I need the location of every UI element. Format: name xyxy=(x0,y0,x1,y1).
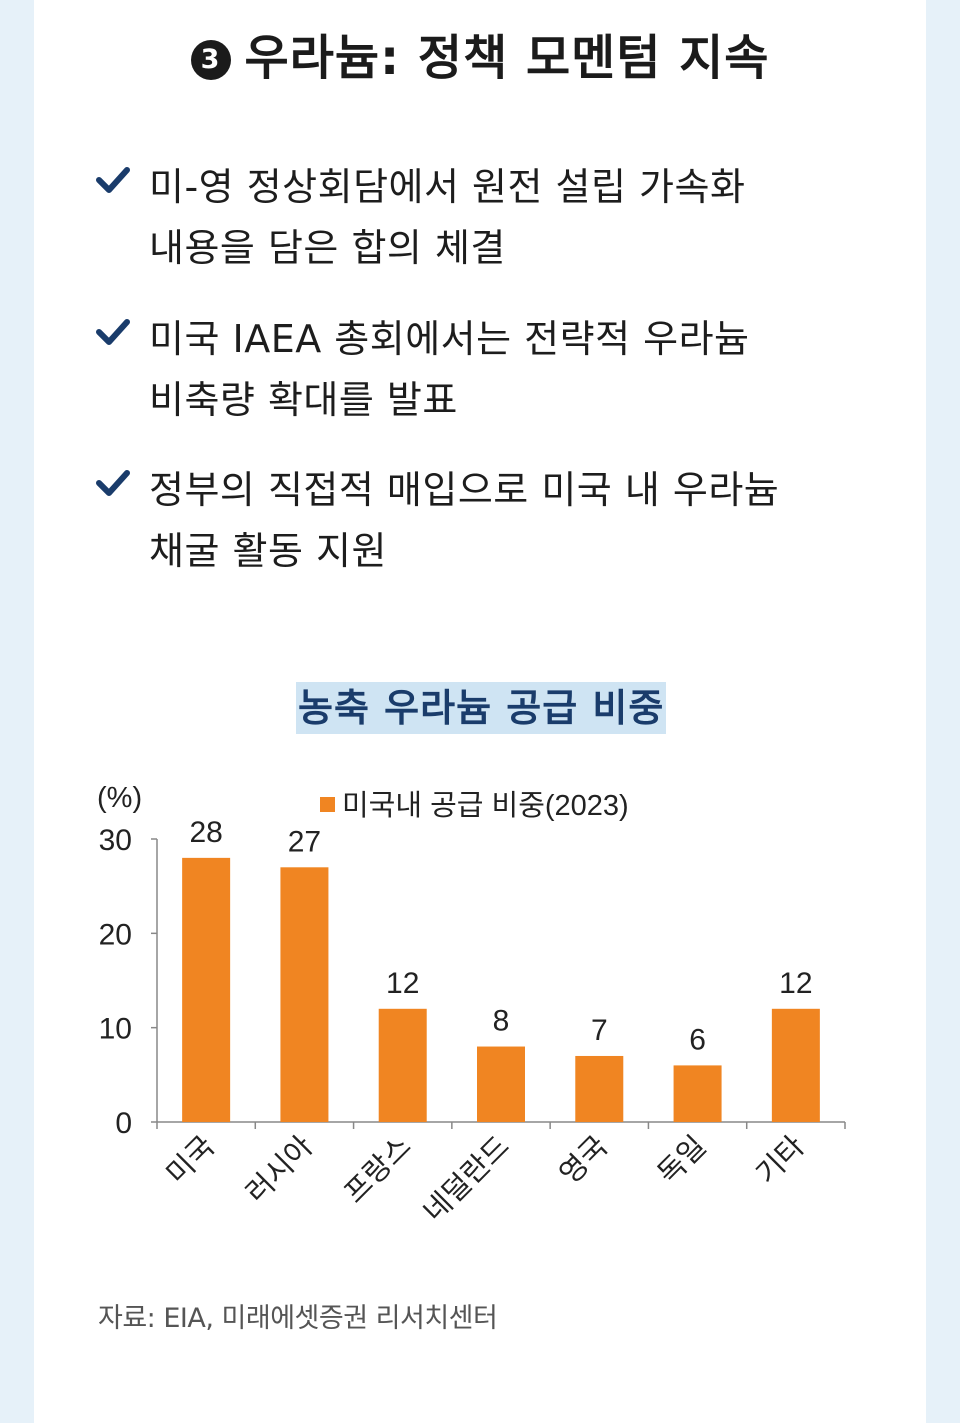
bar xyxy=(280,867,329,1122)
check-icon xyxy=(96,319,130,345)
bullet-line: 정부의 직접적 매입으로 미국 내 우라늄 xyxy=(149,468,780,512)
y-tick-label: 0 xyxy=(115,1107,132,1140)
x-tick-label: 기타 xyxy=(750,1130,810,1190)
data-label: 12 xyxy=(779,967,812,1000)
legend-swatch xyxy=(320,797,335,812)
legend-label: 미국내 공급 비중(2023) xyxy=(342,790,629,822)
source-note: 자료: EIA, 미래에셋증권 리서치센터 xyxy=(98,1303,498,1334)
bar xyxy=(771,1008,820,1122)
bullet-line: 채굴 활동 지원 xyxy=(149,529,387,573)
bullet-text: 정부의 직접적 매입으로 미국 내 우라늄 채굴 활동 지원 xyxy=(149,460,869,582)
number-badge: 3 xyxy=(190,40,231,80)
bullet-line: 미-영 정상회담에서 원전 설립 가속화 xyxy=(149,165,746,209)
bar xyxy=(378,1008,427,1122)
page-title-text: 우라늄: 정책 모멘텀 지속 xyxy=(244,30,770,86)
x-tick-label: 영국 xyxy=(554,1130,614,1190)
bullet-line: 미국 IAEA 총회에서는 전략적 우라늄 xyxy=(149,317,750,361)
y-tick-label: 30 xyxy=(99,824,132,857)
chart-title: 농축 우라늄 공급 비중 xyxy=(296,682,667,734)
x-tick-label: 독일 xyxy=(652,1130,712,1190)
bar xyxy=(575,1055,624,1122)
bar xyxy=(182,857,231,1122)
data-label: 6 xyxy=(689,1023,706,1056)
bullet-line: 비축량 확대를 발표 xyxy=(149,378,458,422)
data-label: 8 xyxy=(493,1005,510,1038)
x-tick-label: 러시아 xyxy=(240,1130,319,1209)
bullet-line: 내용을 담은 합의 체결 xyxy=(149,226,506,270)
x-tick-label: 미국 xyxy=(161,1130,221,1190)
bar xyxy=(673,1065,722,1122)
bar xyxy=(477,1046,525,1122)
x-tick-label: 네덜란드 xyxy=(418,1130,516,1228)
data-label: 7 xyxy=(591,1014,608,1047)
y-axis-unit: (%) xyxy=(97,782,142,814)
bullet-text: 미-영 정상회담에서 원전 설립 가속화 내용을 담은 합의 체결 xyxy=(149,157,869,279)
page-title: 3 우라늄: 정책 모멘텀 지속 xyxy=(0,18,960,88)
y-tick-label: 20 xyxy=(99,918,132,951)
x-tick-label: 프랑스 xyxy=(338,1130,417,1209)
data-label: 28 xyxy=(189,816,222,849)
check-icon xyxy=(96,470,130,496)
bullet-text: 미국 IAEA 총회에서는 전략적 우라늄 비축량 확대를 발표 xyxy=(149,309,869,431)
check-icon xyxy=(96,167,130,193)
data-label: 12 xyxy=(386,967,419,1000)
data-label: 27 xyxy=(288,825,321,858)
y-tick-label: 10 xyxy=(99,1013,132,1046)
